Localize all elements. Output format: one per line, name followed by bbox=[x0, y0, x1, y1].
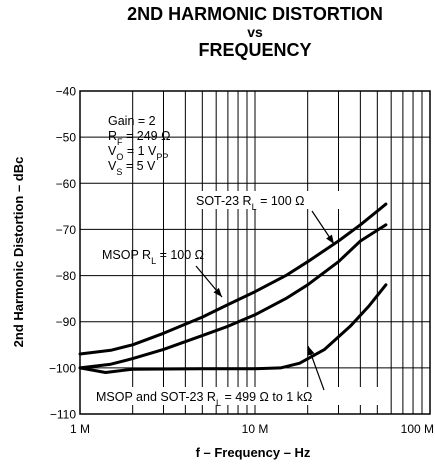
chart-title-line-1: 2ND HARMONIC DISTORTION bbox=[127, 4, 383, 24]
series-label-backing bbox=[192, 191, 342, 209]
condition-gain: Gain = 2 bbox=[108, 114, 156, 128]
series-label-499: MSOP and SOT-23 RL = 499 Ω to 1 kΩ bbox=[96, 390, 312, 408]
y-tick-label: −70 bbox=[56, 223, 77, 237]
series-arrow-499-head bbox=[307, 346, 315, 356]
x-tick-label: 1 M bbox=[70, 422, 90, 436]
condition-vo: VO = 1 VPP bbox=[108, 144, 168, 162]
y-axis-label: 2nd Harmonic Distortion – dBc bbox=[11, 157, 26, 348]
series-lines bbox=[78, 202, 388, 374]
y-tick-label: −40 bbox=[56, 85, 77, 99]
series-arrow-msop-head bbox=[213, 287, 222, 297]
chart-title-line-2: vs bbox=[247, 24, 263, 40]
series-label-backing bbox=[92, 387, 382, 405]
x-tick-label: 10 M bbox=[242, 422, 269, 436]
series-line-1 bbox=[78, 223, 388, 370]
y-tick-label: −80 bbox=[56, 269, 77, 283]
condition-vs: VS = 5 V bbox=[108, 159, 156, 177]
series-line-3 bbox=[78, 283, 388, 374]
y-tick-label: −90 bbox=[56, 315, 77, 329]
x-tick-label: 100 M bbox=[401, 422, 434, 436]
y-tick-label: −100 bbox=[49, 361, 76, 375]
y-tick-label: −60 bbox=[56, 177, 77, 191]
y-tick-label: −110 bbox=[50, 408, 76, 422]
series-line-2 bbox=[78, 202, 388, 356]
condition-rf: RF = 249 Ω bbox=[108, 129, 170, 147]
x-axis-label: f – Frequency – Hz bbox=[196, 445, 311, 460]
series-label-msop: MSOP RL = 100 Ω bbox=[102, 248, 204, 266]
plot-frame bbox=[79, 90, 431, 415]
series-label-sot23: SOT-23 RL = 100 Ω bbox=[196, 194, 305, 212]
chart-title-line-3: FREQUENCY bbox=[198, 40, 312, 60]
series-arrow-sot23-head bbox=[326, 234, 334, 244]
y-tick-label: −50 bbox=[56, 131, 77, 145]
